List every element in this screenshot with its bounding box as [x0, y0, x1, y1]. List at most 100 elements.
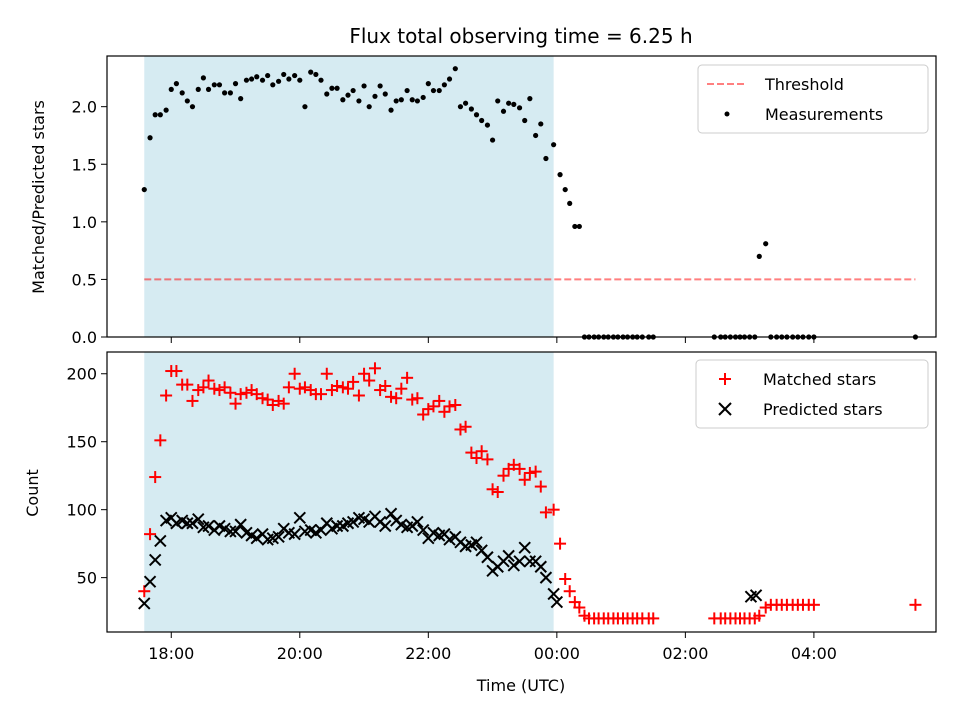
- matched-point: [314, 388, 327, 401]
- predicted-point: [250, 532, 263, 545]
- x-stroke-b: [138, 597, 151, 610]
- matched-point: [358, 367, 371, 380]
- predicted-point: [749, 589, 763, 602]
- measurement-point: [377, 83, 383, 89]
- measurement-point: [489, 137, 496, 143]
- matched-point: [563, 585, 576, 598]
- measurement-point: [238, 96, 244, 102]
- x-stroke-b: [502, 549, 515, 563]
- matched-point: [229, 397, 242, 410]
- matched-point: [181, 378, 194, 391]
- predicted-point: [293, 511, 306, 525]
- measurement-point: [308, 69, 314, 75]
- x-stroke-b: [148, 553, 162, 567]
- x-stroke-b: [352, 511, 366, 525]
- measurement-point: [254, 74, 260, 80]
- predicted-point: [547, 587, 560, 601]
- ratio-legend: Threshold Measurements: [697, 64, 929, 134]
- matched-point: [234, 388, 247, 401]
- measurement-point: [420, 94, 426, 101]
- measurement-point: [409, 97, 415, 103]
- predicted-point: [234, 518, 247, 531]
- matched-point: [224, 386, 237, 399]
- measurement-point: [441, 82, 447, 88]
- matched-point: [481, 453, 494, 466]
- predicted-point: [192, 512, 205, 526]
- x-stroke-b: [202, 519, 215, 533]
- matched-point: [341, 382, 354, 395]
- ratio-y-axis-label: Matched/Predicted stars: [29, 100, 48, 294]
- x-stroke-b: [395, 518, 408, 531]
- predicted-point: [534, 560, 547, 573]
- counts-y-ticks: 50 100 150 200: [66, 365, 107, 588]
- x-stroke-b: [475, 544, 488, 557]
- x-tick-label: 22:00: [405, 644, 451, 663]
- matched-point: [573, 601, 586, 614]
- measurement-point: [350, 87, 356, 94]
- matched-point: [385, 390, 398, 403]
- measurement-point: [446, 76, 453, 82]
- measurement-point: [572, 223, 578, 230]
- matched-point: [149, 471, 162, 484]
- measurement-point: [195, 86, 201, 92]
- predicted-point: [518, 541, 531, 554]
- matched-point: [539, 506, 552, 519]
- measurement-point: [506, 100, 512, 106]
- x-stroke-b: [245, 529, 258, 542]
- x-stroke-b: [229, 525, 242, 538]
- measurement-point: [484, 122, 491, 128]
- predicted-point: [186, 517, 199, 530]
- measurement-point: [576, 223, 582, 230]
- measurement-point: [324, 91, 330, 97]
- counts-x-ticks: 18:00 20:00 22:00 00:00 02:00 04:00: [148, 632, 837, 663]
- x-stroke-b: [330, 519, 344, 533]
- x-stroke-b: [470, 536, 483, 549]
- matched-point: [240, 386, 253, 399]
- x-stroke-b: [181, 517, 194, 530]
- ratio-legend-box: [697, 64, 929, 134]
- predicted-point: [181, 517, 194, 530]
- y-tick-label: 200: [66, 365, 97, 384]
- measurement-point: [430, 87, 437, 94]
- observing-window-bottom: [144, 352, 554, 632]
- matched-point: [486, 483, 499, 496]
- legend-measurements-label: Measurements: [765, 105, 883, 124]
- measurement-point: [543, 155, 549, 162]
- x-stroke-b: [357, 512, 371, 526]
- matched-point: [433, 394, 446, 407]
- predicted-point: [143, 575, 157, 588]
- measurement-point: [756, 253, 762, 259]
- measurement-point: [436, 87, 442, 94]
- predicted-point: [202, 519, 215, 533]
- counts-legend-box: [695, 359, 929, 429]
- matched-point: [336, 381, 349, 394]
- measurement-point: [382, 91, 388, 97]
- ratio-x-ticks: [170, 337, 815, 343]
- x-stroke-b: [518, 541, 531, 554]
- predicted-point: [272, 530, 285, 544]
- measurement-point: [345, 92, 351, 98]
- counts-marks: [138, 362, 922, 625]
- matched-point: [559, 572, 572, 585]
- x-stroke-b: [539, 571, 553, 584]
- x-stroke-b: [481, 551, 494, 564]
- measurement-point: [147, 135, 153, 141]
- measurement-point: [179, 90, 185, 96]
- x-stroke-b: [411, 515, 424, 529]
- matched-point: [422, 403, 435, 416]
- matched-point: [417, 408, 430, 421]
- measurement-point: [216, 82, 223, 88]
- matched-point: [320, 367, 333, 380]
- predicted-point: [539, 571, 553, 584]
- measurement-point: [361, 83, 367, 89]
- matched-point: [443, 400, 456, 413]
- measurement-point: [152, 112, 158, 118]
- measurement-point: [157, 112, 163, 118]
- measurement-point: [281, 71, 287, 78]
- x-stroke-b: [293, 511, 306, 525]
- y-tick-label: 1.0: [72, 213, 97, 232]
- matched-point: [138, 585, 151, 598]
- predicted-point: [470, 536, 483, 549]
- matched-point: [154, 434, 167, 447]
